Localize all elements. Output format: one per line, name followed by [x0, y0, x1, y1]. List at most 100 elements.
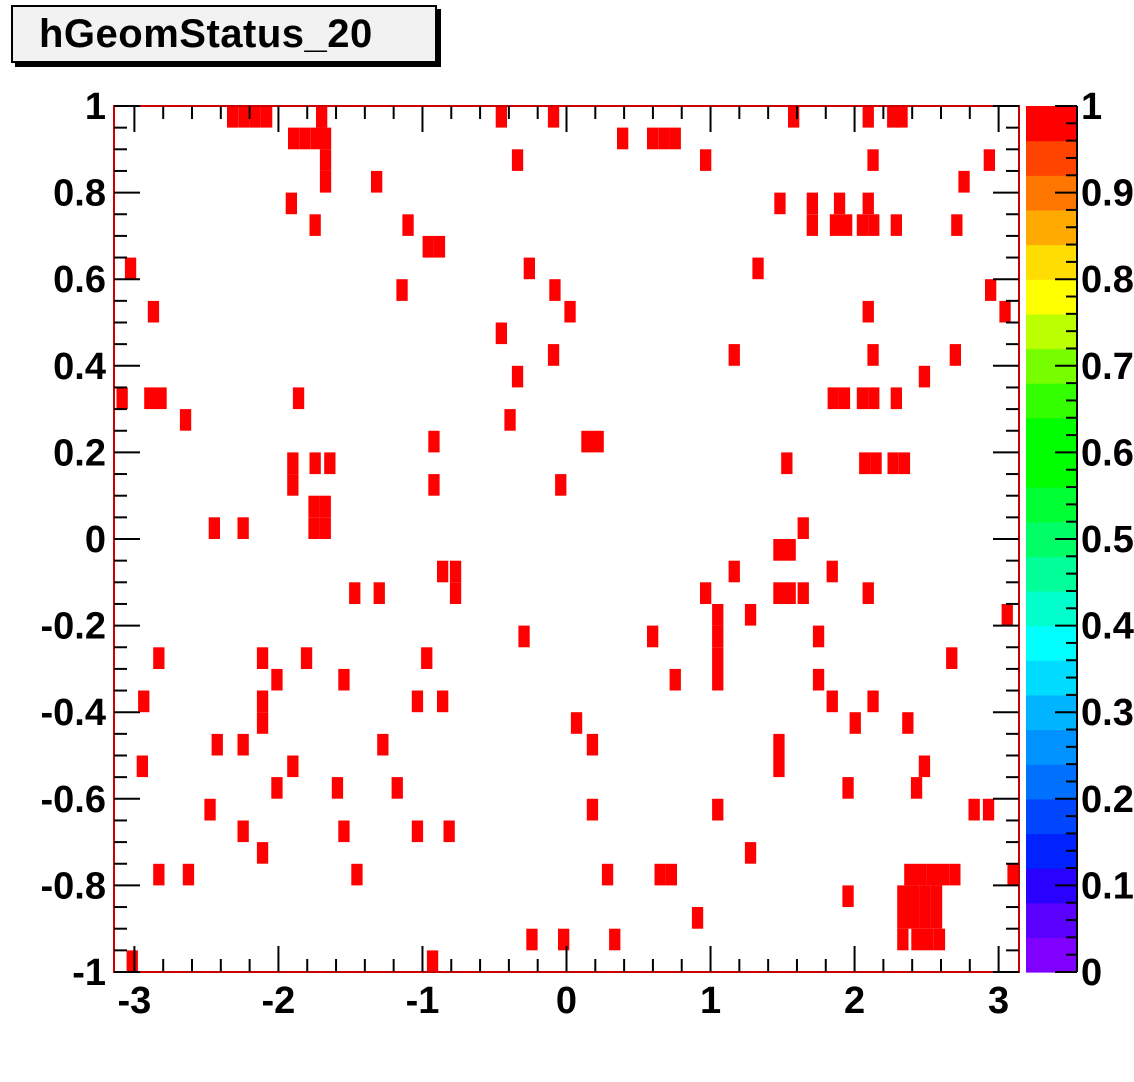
heatmap-cell	[897, 907, 909, 929]
heatmap-cell	[319, 170, 332, 193]
y-tick-label: -0.2	[41, 606, 106, 648]
heatmap-cell	[784, 539, 796, 561]
heatmap-cell	[665, 863, 677, 886]
heatmap-cell	[391, 777, 403, 799]
heatmap-cell	[617, 127, 629, 150]
heatmap-cell	[922, 928, 934, 951]
heatmap-cell	[396, 279, 408, 301]
heatmap-cell	[712, 798, 724, 821]
heatmap-cell	[564, 300, 576, 323]
heatmap-cell	[271, 668, 283, 691]
heatmap-cell	[518, 625, 530, 648]
heatmap-cell	[308, 517, 320, 539]
heatmap-cell	[897, 928, 909, 951]
heatmap-cell	[422, 235, 434, 258]
heatmap-cell	[349, 582, 361, 604]
heatmap-cell	[669, 668, 681, 691]
heatmap-cell	[211, 733, 223, 756]
heatmap-cell	[511, 365, 524, 388]
colorbar-tick-label: 0.7	[1081, 346, 1134, 388]
colorbar-tick-label: 0.1	[1081, 865, 1134, 907]
colorbar-tick-label: 0.2	[1081, 779, 1134, 821]
heatmap-cell	[155, 387, 167, 410]
heatmap-cell	[862, 300, 874, 323]
colorbar-tick-label: 0.5	[1081, 519, 1134, 561]
heatmap-cell	[421, 647, 433, 669]
heatmap-cell	[256, 712, 269, 734]
heatmap-cell	[908, 885, 920, 907]
heatmap-cell	[136, 755, 148, 778]
x-tick-label: 2	[844, 980, 865, 1022]
heatmap-cell	[238, 106, 250, 128]
heatmap-cell	[377, 733, 389, 756]
heatmap-cell	[868, 387, 880, 410]
heatmap-cell	[728, 344, 740, 366]
heatmap-cell	[371, 170, 383, 193]
heatmap-cell	[495, 106, 507, 128]
heatmap-cell	[601, 863, 614, 886]
heatmap-cell	[712, 668, 724, 691]
heatmap-cell	[433, 235, 446, 258]
heatmap-cell	[773, 582, 785, 604]
heatmap-cell	[558, 928, 570, 951]
heatmap-cell	[523, 257, 535, 280]
heatmap-cell	[983, 149, 995, 171]
heatmap-cell	[918, 755, 931, 778]
heatmap-cell	[449, 582, 462, 604]
x-tick-label: -3	[117, 980, 151, 1022]
heatmap-cell	[856, 214, 869, 236]
heatmap-cell	[951, 214, 963, 236]
heatmap-cell	[654, 863, 666, 886]
heatmap-cell	[153, 647, 165, 669]
y-tick-label: -0.8	[41, 865, 106, 907]
heatmap-cell	[841, 214, 853, 236]
heatmap-cell	[887, 452, 899, 475]
heatmap-cell	[826, 690, 838, 713]
heatmap-cell	[842, 885, 854, 907]
heatmap-cells	[116, 106, 1019, 972]
heatmap-cell	[933, 928, 946, 951]
heatmap-cell	[862, 582, 874, 604]
heatmap-cell	[495, 322, 507, 345]
heatmap-cell	[144, 387, 156, 410]
heatmap-cell	[237, 820, 249, 843]
heatmap-cell	[428, 474, 440, 496]
heatmap-cell	[806, 214, 818, 236]
heatmap-cell	[781, 452, 793, 475]
heatmap-cell	[919, 907, 931, 929]
heatmap-cell	[411, 690, 424, 713]
heatmap-cell	[797, 582, 809, 604]
heatmap-cell	[774, 192, 786, 215]
heatmap-cell	[287, 452, 299, 475]
heatmap-cell	[691, 907, 704, 929]
heatmap-cell	[292, 387, 305, 410]
heatmap-cell	[300, 647, 313, 669]
heatmap-cell	[919, 885, 931, 907]
heatmap-cell	[784, 582, 796, 604]
heatmap-cell	[868, 214, 880, 236]
heatmap-cell	[285, 192, 297, 215]
heatmap-cell	[712, 604, 724, 626]
heatmap-cell	[555, 474, 567, 496]
heatmap-cell	[402, 214, 414, 236]
heatmap-cell	[712, 647, 724, 669]
heatmap-cell	[227, 106, 239, 128]
heatmap-cell	[338, 820, 350, 843]
heatmap-cell	[773, 539, 785, 561]
heatmap-cell	[812, 668, 825, 691]
heatmap-cell	[826, 560, 838, 583]
heatmap-cell	[547, 106, 560, 128]
y-tick-label: -1	[72, 952, 106, 994]
heatmap-cell	[309, 452, 321, 475]
heatmap-cell	[812, 625, 825, 648]
heatmap-cell	[256, 647, 269, 669]
heatmap-cell	[426, 950, 439, 972]
heatmap-cell	[887, 106, 899, 128]
heatmap-cell	[549, 279, 561, 301]
heatmap-cell	[890, 387, 902, 410]
heatmap-cell	[930, 885, 943, 907]
colorbar-tick-label: 1	[1081, 86, 1102, 128]
heatmap-cell	[856, 387, 869, 410]
colorbar-tick-label: 0.6	[1081, 432, 1134, 474]
heatmap-cell	[918, 365, 931, 388]
